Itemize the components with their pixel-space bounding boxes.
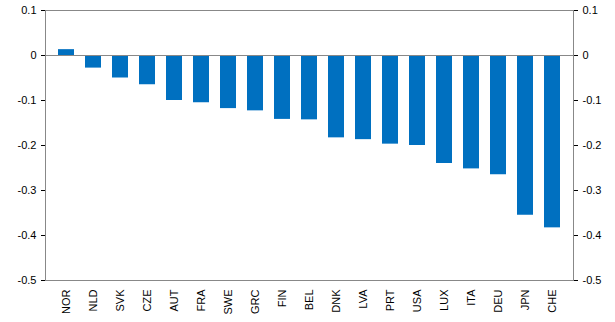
svg-text:-0.4: -0.4 bbox=[18, 229, 37, 241]
svg-text:-0.3: -0.3 bbox=[18, 184, 37, 196]
svg-text:0: 0 bbox=[583, 49, 589, 61]
svg-text:-0.3: -0.3 bbox=[583, 184, 602, 196]
svg-text:-0.4: -0.4 bbox=[583, 229, 602, 241]
svg-text:-0.1: -0.1 bbox=[583, 94, 602, 106]
svg-text:CHE: CHE bbox=[546, 290, 558, 313]
svg-text:0: 0 bbox=[30, 49, 36, 61]
svg-text:FIN: FIN bbox=[276, 289, 288, 307]
svg-text:AUT: AUT bbox=[168, 289, 180, 311]
svg-text:0.1: 0.1 bbox=[21, 4, 36, 16]
svg-text:NLD: NLD bbox=[87, 289, 99, 311]
svg-text:USA: USA bbox=[411, 289, 423, 312]
svg-text:SWE: SWE bbox=[222, 290, 234, 315]
svg-text:-0.2: -0.2 bbox=[583, 139, 602, 151]
svg-text:FRA: FRA bbox=[195, 289, 207, 312]
svg-text:-0.2: -0.2 bbox=[18, 139, 37, 151]
svg-text:LUX: LUX bbox=[438, 289, 450, 311]
svg-text:-0.1: -0.1 bbox=[18, 94, 37, 106]
svg-text:DEU: DEU bbox=[492, 289, 504, 312]
svg-text:DNK: DNK bbox=[330, 289, 342, 313]
svg-text:-0.5: -0.5 bbox=[583, 274, 602, 286]
svg-text:ITA: ITA bbox=[465, 289, 477, 306]
svg-text:PRT: PRT bbox=[384, 289, 396, 311]
svg-text:0.1: 0.1 bbox=[583, 4, 598, 16]
svg-text:CZE: CZE bbox=[141, 290, 153, 312]
svg-text:NOR: NOR bbox=[60, 289, 72, 314]
svg-text:LVA: LVA bbox=[357, 289, 369, 309]
svg-text:JPN: JPN bbox=[519, 289, 531, 310]
svg-text:GRC: GRC bbox=[249, 289, 261, 314]
svg-text:SVK: SVK bbox=[114, 289, 126, 312]
svg-text:-0.5: -0.5 bbox=[18, 274, 37, 286]
svg-text:BEL: BEL bbox=[303, 290, 315, 311]
